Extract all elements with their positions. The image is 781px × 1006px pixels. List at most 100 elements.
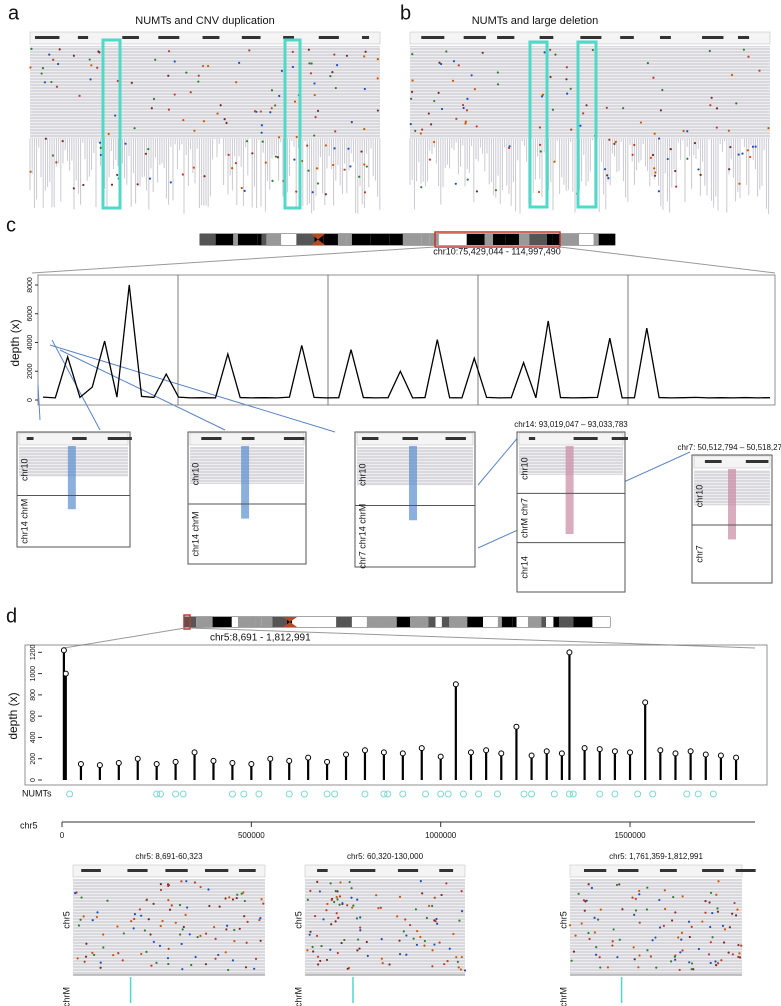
ideogram-band (296, 234, 315, 245)
arrow (477, 434, 521, 486)
igv-mismatch (723, 928, 727, 931)
igv-mismatch (410, 90, 414, 94)
igv-mismatch (681, 895, 684, 898)
numt (179, 790, 187, 798)
igv-mismatch (639, 121, 643, 124)
point (248, 761, 255, 768)
layout (16, 31, 776, 1003)
igv-mismatch (83, 960, 86, 963)
igv-mismatch (238, 927, 241, 930)
igv-mismatch (538, 126, 542, 129)
igv-mismatch (147, 147, 150, 151)
igv-mismatch (76, 957, 79, 960)
igv-mismatch (214, 957, 217, 960)
igv-mismatch (708, 901, 711, 904)
igv-mismatch (709, 925, 712, 929)
igv-mismatch (603, 168, 607, 171)
igv-mismatch (306, 144, 309, 147)
igv-gene (107, 437, 132, 440)
igv-mismatch (332, 163, 335, 167)
ideogram-band (396, 617, 411, 627)
ideogram-band (559, 617, 574, 627)
igv-mismatch (88, 58, 91, 61)
ideogram-band (266, 234, 282, 245)
igv-gene (72, 437, 87, 440)
igv-mismatch (359, 929, 362, 932)
numt (683, 790, 691, 798)
igv-mismatch (605, 106, 608, 109)
igv-mismatch (553, 160, 556, 163)
igv-mismatch (549, 75, 552, 79)
igv-mismatch (335, 896, 338, 899)
igv-mismatch (402, 930, 405, 933)
numt (528, 790, 536, 798)
igv-mismatch (245, 140, 249, 143)
point (62, 670, 69, 677)
igv-mismatch (233, 928, 236, 932)
igv-mismatch (346, 967, 349, 970)
igv-mismatch (475, 125, 478, 128)
point (558, 750, 565, 757)
igv-mismatch (72, 54, 75, 57)
ideogram-band (261, 234, 267, 245)
igv-mismatch (611, 944, 614, 947)
track-label: chr7 chr14 chrM (357, 504, 367, 569)
igv-mismatch (466, 97, 469, 100)
igv-mismatch (638, 889, 641, 893)
igv-mismatch (309, 930, 312, 933)
igv-mismatch (566, 92, 569, 95)
igv-mismatch (274, 155, 277, 158)
igv-mismatch (425, 916, 428, 920)
igv-mismatch (91, 951, 94, 954)
igv-mismatch (145, 898, 149, 901)
inset-title: chr5: 8,691-60,323 (135, 852, 203, 861)
igv-mismatch (716, 910, 720, 913)
igv-gene (580, 36, 602, 39)
numt (569, 790, 577, 798)
igv-gene (205, 869, 229, 872)
igv-mismatch (117, 952, 120, 955)
y-tick-label: 4000 (27, 335, 34, 351)
ideogram-band (317, 617, 337, 627)
igv-mismatch (246, 920, 249, 923)
igv-mismatch (632, 946, 635, 949)
igv-mismatch (148, 177, 152, 180)
igv-mismatch (331, 71, 334, 74)
igv-mismatch (445, 50, 448, 53)
igv-mismatch (350, 887, 353, 890)
igv-mismatch (178, 903, 182, 907)
igv-mismatch (593, 931, 597, 934)
igv-mismatch (316, 109, 320, 112)
ideogram-band (351, 617, 367, 627)
igv-mismatch (599, 966, 602, 969)
igv-mismatch (438, 61, 441, 64)
igv-mismatch (457, 64, 460, 67)
igv-mismatch (568, 924, 572, 927)
igv-mismatch (132, 927, 135, 930)
igv-mismatch (319, 959, 322, 963)
igv-mismatch (61, 140, 64, 143)
point (581, 745, 588, 752)
igv-mismatch (758, 69, 761, 72)
panel-label: b (400, 2, 411, 24)
ideogram-band (255, 617, 262, 627)
point (115, 759, 122, 766)
igv-mismatch (461, 103, 465, 107)
igv-mismatch (722, 941, 726, 944)
igv-mismatch (421, 892, 424, 895)
igv-mismatch (270, 89, 274, 92)
igv-mismatch (451, 79, 455, 82)
igv-mismatch (376, 109, 379, 112)
igv-mismatch (634, 897, 637, 900)
igv-mismatch (193, 129, 196, 132)
igv-mismatch (631, 896, 634, 899)
igv-mismatch (72, 187, 75, 190)
igv-mismatch (728, 926, 732, 929)
igv-mismatch (329, 75, 332, 78)
igv-mismatch (335, 912, 338, 915)
x-tick-label: 0 (60, 831, 65, 840)
igv-mismatch (330, 923, 333, 926)
ideogram-band (552, 234, 561, 245)
igv-mismatch (710, 96, 713, 99)
pileup (241, 446, 250, 519)
